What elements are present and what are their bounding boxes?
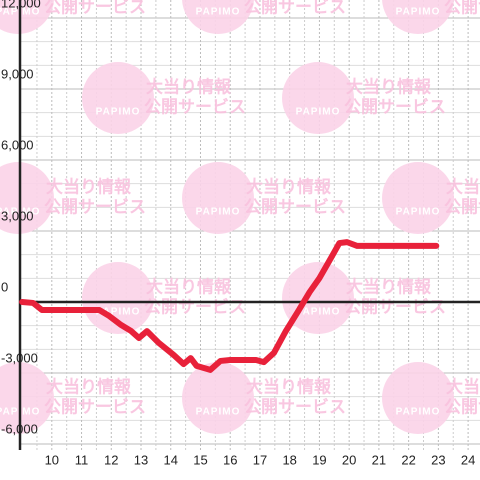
watermark-circle xyxy=(0,162,54,234)
watermark-circle xyxy=(82,262,154,334)
watermark-text: 公開サービス xyxy=(44,397,146,416)
watermark-text: 公開サービス xyxy=(244,397,346,416)
watermark-logo: PAPIMO xyxy=(96,107,141,118)
watermark-circle xyxy=(382,0,454,34)
watermark-text: 公開サービス xyxy=(44,197,146,216)
watermark-circle xyxy=(0,0,54,34)
x-tick-label: 18 xyxy=(282,452,296,467)
watermark-text: 大当り情報 xyxy=(46,176,132,196)
watermark-text: 大当り情報 xyxy=(346,276,432,296)
watermark-circle xyxy=(82,62,154,134)
watermark-logo: PAPIMO xyxy=(96,307,141,318)
watermark-circle xyxy=(382,362,454,434)
x-tick-label: 21 xyxy=(372,452,386,467)
watermark-circle xyxy=(182,362,254,434)
watermark-circle xyxy=(282,262,354,334)
x-tick-label: 12 xyxy=(104,452,118,467)
x-tick-label: 23 xyxy=(431,452,445,467)
x-tick-label: 17 xyxy=(253,452,267,467)
y-tick-label: 6,000 xyxy=(1,137,34,152)
watermark-logo: PAPIMO xyxy=(196,7,241,18)
watermark-circle xyxy=(182,162,254,234)
watermark-text: 公開サービス xyxy=(444,397,480,416)
watermark-text: 公開サービス xyxy=(44,0,146,16)
watermark-text: 大当り情報 xyxy=(346,76,432,96)
y-tick-label: -3,000 xyxy=(1,350,38,365)
watermark-text: 公開サービス xyxy=(444,0,480,16)
watermark-text: 大当り情報 xyxy=(246,176,332,196)
y-tick-label: 0 xyxy=(1,279,8,294)
x-tick-label: 24 xyxy=(461,452,475,467)
watermark-circle xyxy=(182,0,254,34)
watermark-text: 大当り情報 xyxy=(146,276,232,296)
watermark-circle xyxy=(282,62,354,134)
x-tick-label: 20 xyxy=(342,452,356,467)
x-tick-label: 15 xyxy=(193,452,207,467)
watermark-text: 公開サービス xyxy=(344,97,446,116)
watermark-logo: PAPIMO xyxy=(196,407,241,418)
watermark-logo: PAPIMO xyxy=(296,107,341,118)
watermark-circle xyxy=(0,362,54,434)
y-tick-label: 12,000 xyxy=(1,0,41,10)
line xyxy=(19,239,440,373)
y-tick-label: -6,000 xyxy=(1,421,38,436)
watermark-text: 公開サービス xyxy=(244,0,346,16)
watermark-text: 公開サービス xyxy=(144,297,246,316)
watermark-text: 大当り情報 xyxy=(146,76,232,96)
x-tick-label: 16 xyxy=(223,452,237,467)
watermark-logo: PAPIMO xyxy=(396,7,441,18)
watermark-text: 公開サービス xyxy=(244,197,346,216)
watermark-text: 大当り情報 xyxy=(246,376,332,396)
x-tick-label: 14 xyxy=(164,452,178,467)
x-tick-label: 22 xyxy=(401,452,415,467)
watermark-text: 大当り情報 xyxy=(446,176,480,196)
x-tick-label: 11 xyxy=(75,452,89,467)
watermark-text: 公開サービス xyxy=(444,197,480,216)
watermark-text: 大当り情報 xyxy=(446,376,480,396)
watermark-logo: PAPIMO xyxy=(196,207,241,218)
watermark-logo: PAPIMO xyxy=(396,407,441,418)
watermark-text: 大当り情報 xyxy=(46,376,132,396)
x-tick-label: 19 xyxy=(312,452,326,467)
y-tick-label: 9,000 xyxy=(1,66,34,81)
watermark-text: 公開サービス xyxy=(144,97,246,116)
watermark-text: 公開サービス xyxy=(344,297,446,316)
x-tick-label: 10 xyxy=(45,452,59,467)
x-tick-label: 13 xyxy=(134,452,148,467)
watermark-logo: PAPIMO xyxy=(296,307,341,318)
watermark-logo: PAPIMO xyxy=(396,207,441,218)
watermark-circle xyxy=(382,162,454,234)
y-tick-label: 3,000 xyxy=(1,208,34,223)
